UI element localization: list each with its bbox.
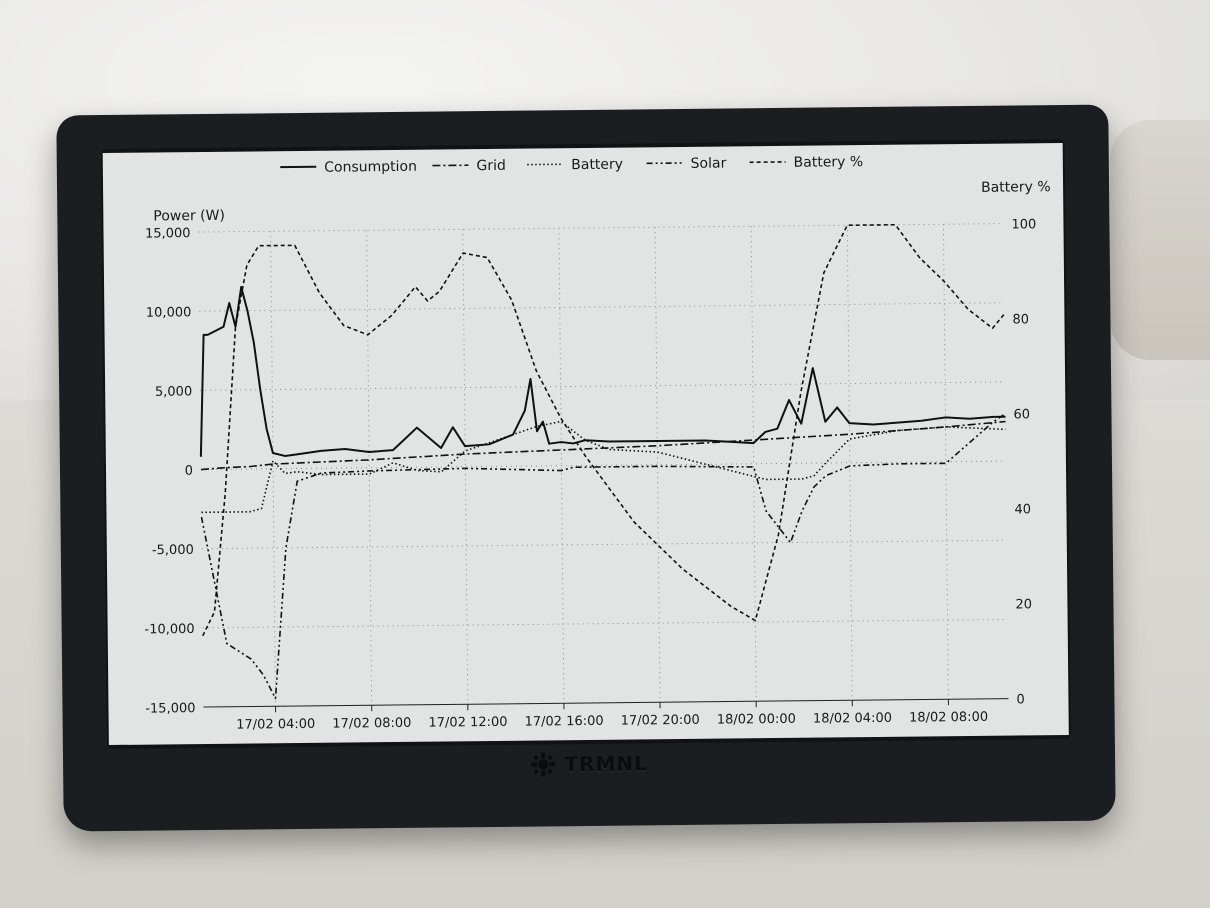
chart-legend: Consumption Grid Battery Solar Battery %	[280, 154, 863, 176]
legend-label: Consumption	[324, 159, 417, 176]
y-tick-label: 5,000	[155, 384, 192, 399]
background-pillow	[1110, 120, 1210, 360]
y2-tick-label: 20	[1015, 597, 1032, 612]
y-tick-label: 0	[185, 464, 193, 479]
device-logo: TRMNL	[63, 738, 1115, 789]
y2-tick-label: 0	[1016, 692, 1024, 707]
grid-line-v	[558, 228, 565, 704]
chart-series	[199, 223, 1006, 700]
legend-label: Grid	[476, 158, 506, 174]
power-chart: 15,000 10,000 5,000 0 -5,000 -10,000 -15,000 10…	[144, 154, 1051, 733]
y2-tick-label: 60	[1013, 407, 1030, 422]
series-grid	[200, 420, 1006, 471]
series-consumption	[199, 286, 1006, 457]
brand-name: TRMNL	[564, 751, 648, 777]
grid-line-h	[199, 302, 1005, 312]
y2-tick-label: 40	[1014, 502, 1031, 517]
grid-line-v	[942, 224, 949, 700]
x-tick-label: 17/02 20:00	[621, 713, 700, 729]
y-tick-label: 15,000	[145, 226, 191, 241]
y-tick-label: -10,000	[144, 622, 194, 638]
eink-device-frame: 15,000 10,000 5,000 0 -5,000 -10,000 -15,000 10…	[56, 104, 1116, 832]
y-axis-label: Power (W)	[153, 208, 225, 225]
x-tick-label: 18/02 08:00	[909, 710, 988, 726]
x-axis-line	[203, 698, 1009, 708]
grid-line-v	[270, 231, 277, 707]
x-tick-label: 17/02 16:00	[524, 714, 603, 730]
y2-tick-label: 100	[1011, 217, 1036, 232]
legend-label: Battery %	[794, 154, 864, 171]
x-tick-label: 17/02 04:00	[236, 717, 315, 733]
series-battery	[201, 420, 1006, 514]
grid-line-v	[366, 230, 373, 706]
grid-line-v	[654, 227, 661, 703]
grid-line-v	[750, 226, 757, 702]
legend-label: Solar	[691, 156, 727, 172]
y2-tick-label: 80	[1012, 312, 1029, 327]
series-solar	[200, 412, 1006, 700]
chart-grid	[198, 223, 1009, 708]
y-tick-label: 10,000	[146, 305, 192, 320]
x-tick-label: 18/02 00:00	[717, 712, 796, 728]
grid-line-h	[202, 618, 1008, 629]
grid-line-v	[846, 225, 853, 701]
x-tick-label: 17/02 08:00	[332, 716, 411, 732]
y-tick-label: -5,000	[152, 543, 194, 558]
grid-line-h	[201, 539, 1007, 550]
legend-label: Battery	[571, 157, 623, 174]
grid-line-h	[198, 223, 1004, 233]
chart-axes: 15,000 10,000 5,000 0 -5,000 -10,000 -15,000 10…	[144, 217, 1036, 733]
series-battery	[202, 223, 1006, 637]
grid-line-v	[462, 229, 469, 705]
x-tick-label: 18/02 04:00	[813, 711, 892, 727]
x-tick-label: 17/02 12:00	[428, 715, 507, 731]
y-tick-label: -15,000	[145, 701, 195, 717]
y2-axis-label: Battery %	[981, 179, 1051, 196]
grid-line-h	[200, 381, 1006, 391]
eink-screen: 15,000 10,000 5,000 0 -5,000 -10,000 -15,000 10…	[102, 142, 1069, 746]
grid-line-h	[200, 460, 1006, 471]
trmnl-logo-icon	[531, 752, 556, 777]
